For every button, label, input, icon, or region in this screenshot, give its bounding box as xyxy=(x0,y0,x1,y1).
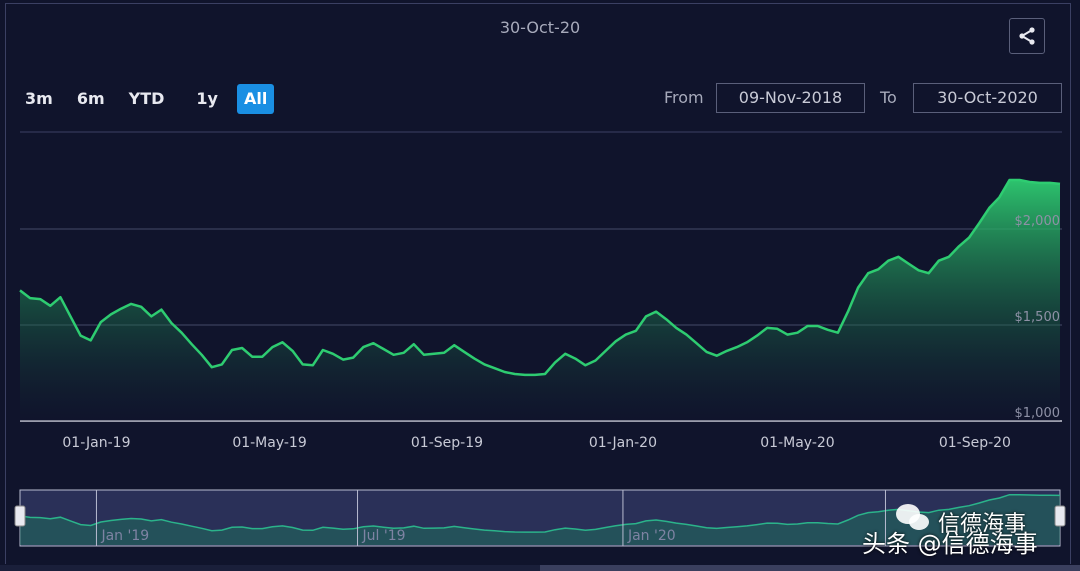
share-button[interactable] xyxy=(1009,18,1045,54)
x-tick-label: 01-Sep-19 xyxy=(411,435,483,451)
range-3m-button[interactable]: 3m xyxy=(25,89,53,108)
navigator-line xyxy=(19,493,1061,533)
range-6m-button[interactable]: 6m xyxy=(76,89,105,108)
x-tick-label: 01-May-20 xyxy=(760,435,834,451)
watermark-line2: 头条 @信德海事 xyxy=(862,530,1038,558)
y-tick-label: $1,000 xyxy=(1015,406,1061,421)
from-date-input[interactable]: 09-Nov-2018 xyxy=(716,83,865,113)
from-label: From xyxy=(664,88,704,107)
x-tick-label: 01-May-19 xyxy=(232,435,306,451)
navigator-label: Jan '19 xyxy=(100,528,149,544)
navigator-label: Jan '20 xyxy=(627,528,676,544)
x-tick-label: 01-Sep-20 xyxy=(939,435,1011,451)
series-area xyxy=(20,180,1060,421)
navigator-handle[interactable] xyxy=(1054,505,1066,527)
x-tick-label: 01-Jan-20 xyxy=(589,435,657,451)
x-tick-label: 01-Jan-19 xyxy=(62,435,130,451)
navigator-handle[interactable] xyxy=(14,505,26,527)
series-line xyxy=(19,178,1061,377)
chart-title: 30-Oct-20 xyxy=(499,18,581,37)
y-tick-label: $2,000 xyxy=(1015,214,1061,229)
wechat-icon xyxy=(896,504,929,530)
scrollbar-thumb[interactable] xyxy=(540,565,1080,571)
to-date-input[interactable]: 30-Oct-2020 xyxy=(913,83,1062,113)
to-label: To xyxy=(880,88,897,107)
range-selector: 3m 6m YTD 1y All xyxy=(18,84,284,114)
range-ytd-button[interactable]: YTD xyxy=(128,89,165,108)
range-all-button[interactable]: All xyxy=(236,84,275,114)
watermark-line1: 信德海事 xyxy=(938,512,1027,537)
navigator-area xyxy=(20,494,1060,545)
navigator-label: Jul '19 xyxy=(362,528,406,544)
y-tick-label: $1,500 xyxy=(1015,310,1061,325)
range-1y-button[interactable]: 1y xyxy=(196,89,218,108)
chart-frame xyxy=(5,3,1071,564)
share-icon xyxy=(1019,27,1035,45)
